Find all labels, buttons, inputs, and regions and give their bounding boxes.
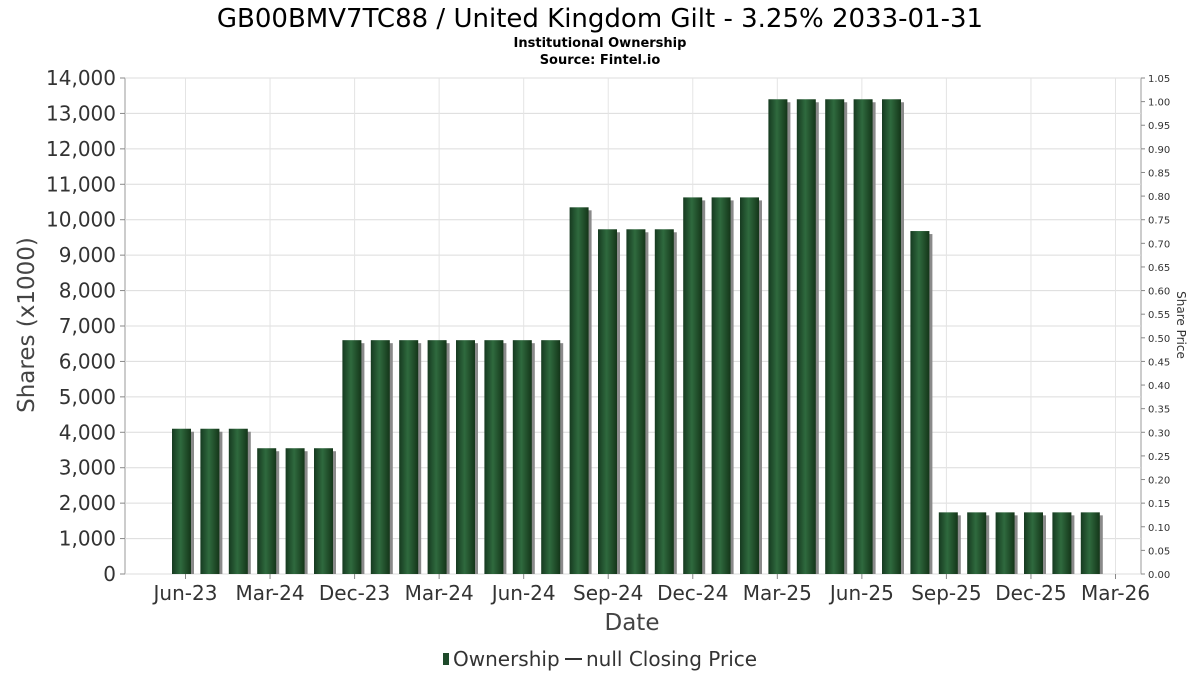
chart-title: GB00BMV7TC88 / United Kingdom Gilt - 3.2… (217, 4, 983, 34)
x-tick-label: Jun-23 (152, 581, 218, 605)
ownership-bar (314, 448, 333, 574)
ownership-bar (938, 512, 958, 574)
y-tick-label: 1,000 (59, 527, 116, 551)
y-tick-label: 4,000 (59, 420, 116, 444)
y-axis-ticks: 0 1,000 2,000 3,000 4,000 5,000 6,000 7,000 8,00… (46, 66, 125, 586)
y2-tick-label: 1.05 (1148, 74, 1170, 85)
y-axis-label: Shares (x1000) (14, 237, 40, 413)
chart-subtitle-line-2: Source: Fintel.io (540, 53, 661, 68)
y2-tick-label: 0.60 (1148, 287, 1170, 298)
y-tick-label: 3,000 (59, 456, 116, 480)
y2-tick-label: 0.35 (1148, 405, 1170, 416)
ownership-bar (1052, 512, 1072, 574)
ownership-bar (342, 340, 362, 574)
x-tick-label: Sep-25 (911, 581, 981, 605)
y2-tick-label: 0.50 (1148, 334, 1170, 345)
ownership-bar (228, 428, 248, 574)
ownership-bar (1024, 512, 1043, 574)
legend-closing-price-label: null Closing Price (586, 647, 757, 671)
x-axis-label: Date (605, 610, 660, 636)
ownership-bar (285, 448, 305, 574)
ownership-bar (711, 197, 731, 574)
y2-tick-label: 0.90 (1148, 145, 1170, 156)
y2-tick-label: 0.80 (1148, 192, 1170, 203)
ownership-bar (626, 229, 646, 574)
chart-subtitle-line-1: Institutional Ownership (514, 36, 687, 51)
ownership-bar (456, 340, 475, 574)
ownership-bar (910, 231, 930, 574)
y-tick-label: 8,000 (59, 279, 116, 303)
y2-tick-label: 0.40 (1148, 381, 1170, 392)
ownership-bar (598, 229, 617, 574)
ownership-bar (768, 99, 788, 574)
y-tick-label: 9,000 (59, 243, 116, 267)
ownership-bar (200, 428, 220, 574)
x-tick-label: Jun-24 (490, 581, 556, 605)
y-tick-label: 14,000 (46, 66, 116, 90)
x-tick-label: Dec-23 (319, 581, 390, 605)
x-tick-label: Mar-24 (405, 581, 474, 605)
y2-tick-label: 0.75 (1148, 216, 1170, 227)
legend-ownership-swatch (443, 653, 449, 665)
x-tick-label: Mar-26 (1081, 581, 1150, 605)
legend-ownership-label: Ownership (453, 647, 560, 671)
ownership-bar (427, 340, 447, 574)
x-axis-ticks: Jun-23 Mar-24 Dec-23 Mar-24 Jun-24 Sep-24 Dec-… (152, 574, 1150, 605)
ownership-bar (541, 340, 561, 574)
y-tick-label: 13,000 (46, 101, 116, 125)
y2-tick-label: 0.70 (1148, 239, 1170, 250)
legend: Ownership null Closing Price (443, 647, 757, 671)
ownership-bar (882, 99, 901, 574)
x-tick-label: Dec-25 (995, 581, 1066, 605)
ownership-bar (370, 340, 390, 574)
y2-tick-label: 0.20 (1148, 476, 1170, 487)
y2-tick-label: 0.15 (1148, 499, 1170, 510)
y-tick-label: 6,000 (59, 349, 116, 373)
bars (172, 99, 1103, 575)
y2-tick-label: 0.25 (1148, 452, 1170, 463)
ownership-bar (740, 197, 759, 574)
y2-tick-label: 0.55 (1148, 310, 1170, 321)
ownership-bar (654, 229, 674, 574)
y2-tick-label: 0.30 (1148, 428, 1170, 439)
secondary-y-axis-label: Share Price (1174, 291, 1188, 359)
y-tick-label: 11,000 (46, 172, 116, 196)
ownership-bar (967, 512, 987, 574)
y2-tick-label: 0.95 (1148, 121, 1170, 132)
ownership-bar (484, 340, 504, 574)
ownership-bar (512, 340, 532, 574)
ownership-bar (257, 448, 277, 574)
y-tick-label: 2,000 (59, 491, 116, 515)
y-tick-label: 5,000 (59, 385, 116, 409)
y-tick-label: 7,000 (59, 314, 116, 338)
ownership-bar (683, 197, 703, 574)
ownership-bar (569, 207, 589, 575)
y2-tick-label: 1.00 (1148, 98, 1170, 109)
x-tick-label: Dec-24 (657, 581, 728, 605)
x-tick-label: Sep-24 (573, 581, 643, 605)
y2-tick-label: 0.45 (1148, 357, 1170, 368)
y2-tick-label: 0.00 (1148, 570, 1170, 581)
ownership-bar (399, 340, 419, 574)
ownership-bar (172, 428, 191, 574)
secondary-y-axis-ticks: 0.00 0.05 0.10 0.15 0.20 0.25 0.30 0.35 0.40 0.45… (1141, 74, 1170, 581)
y2-tick-label: 0.85 (1148, 168, 1170, 179)
y2-tick-label: 0.05 (1148, 546, 1170, 557)
ownership-bar (796, 99, 816, 574)
ownership-bar (853, 99, 873, 574)
y2-tick-label: 0.10 (1148, 523, 1170, 534)
y-tick-label: 12,000 (46, 137, 116, 161)
y2-tick-label: 0.65 (1148, 263, 1170, 274)
x-tick-label: Mar-25 (743, 581, 812, 605)
ownership-bar (1080, 512, 1100, 574)
x-tick-label: Jun-25 (828, 581, 894, 605)
x-tick-label: Mar-24 (235, 581, 304, 605)
y-tick-label: 0 (103, 562, 116, 586)
ownership-bar (825, 99, 845, 574)
ownership-bar (995, 512, 1015, 574)
y-tick-label: 10,000 (46, 208, 116, 232)
